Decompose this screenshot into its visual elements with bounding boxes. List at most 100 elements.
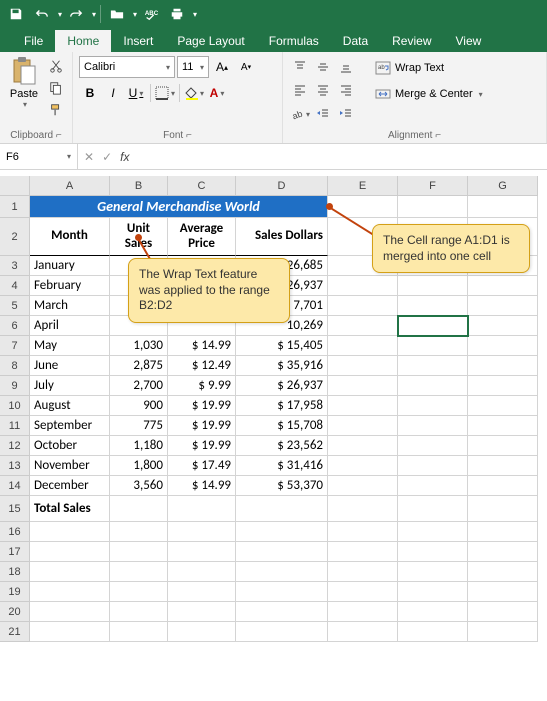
cell[interactable]: 3,560 <box>110 476 168 496</box>
row-header-8[interactable]: 8 <box>0 356 30 376</box>
cell[interactable] <box>110 522 168 542</box>
cell[interactable] <box>468 316 538 336</box>
cell[interactable]: 1,800 <box>110 456 168 476</box>
cell[interactable] <box>328 396 398 416</box>
cell[interactable]: $ 17,958 <box>236 396 328 416</box>
bold-button[interactable]: B <box>79 82 101 104</box>
cell[interactable]: Total Sales <box>30 496 110 522</box>
italic-button[interactable]: I <box>102 82 124 104</box>
cell[interactable] <box>110 562 168 582</box>
paste-button[interactable]: Paste ▾ <box>6 56 42 120</box>
row-header-7[interactable]: 7 <box>0 336 30 356</box>
cell[interactable] <box>468 396 538 416</box>
decrease-indent-icon[interactable] <box>312 103 334 125</box>
cell[interactable]: July <box>30 376 110 396</box>
underline-button[interactable]: U▾ <box>125 82 147 104</box>
borders-icon[interactable]: ▾ <box>154 82 176 104</box>
col-header-F[interactable]: F <box>398 176 468 196</box>
cell[interactable] <box>110 622 168 642</box>
quickprint-icon[interactable] <box>165 2 189 26</box>
row-header-15[interactable]: 15 <box>0 496 30 522</box>
increase-font-icon[interactable]: A▴ <box>211 56 233 78</box>
tab-pagelayout[interactable]: Page Layout <box>165 30 256 52</box>
cell[interactable] <box>236 496 328 522</box>
cell[interactable]: September <box>30 416 110 436</box>
cell[interactable] <box>398 196 468 218</box>
cell[interactable] <box>468 196 538 218</box>
cell[interactable] <box>398 436 468 456</box>
cell[interactable] <box>468 436 538 456</box>
cell[interactable] <box>168 562 236 582</box>
cell[interactable]: $ 53,370 <box>236 476 328 496</box>
cell[interactable]: Sales Dollars <box>236 218 328 256</box>
cell[interactable]: $ 23,562 <box>236 436 328 456</box>
cell[interactable] <box>110 496 168 522</box>
enter-formula-icon[interactable]: ✓ <box>102 150 112 164</box>
cell[interactable] <box>468 582 538 602</box>
merge-center-button[interactable]: Merge & Center▾ <box>369 82 489 106</box>
cut-icon[interactable] <box>46 56 66 76</box>
cell[interactable]: Average Price <box>168 218 236 256</box>
align-center-icon[interactable] <box>312 79 334 101</box>
cell[interactable]: December <box>30 476 110 496</box>
cell[interactable]: June <box>30 356 110 376</box>
cell[interactable] <box>398 416 468 436</box>
row-header-3[interactable]: 3 <box>0 256 30 276</box>
cell[interactable] <box>30 562 110 582</box>
cell[interactable] <box>468 622 538 642</box>
tab-file[interactable]: File <box>12 30 55 52</box>
format-painter-icon[interactable] <box>46 100 66 120</box>
cell[interactable] <box>398 582 468 602</box>
row-header-16[interactable]: 16 <box>0 522 30 542</box>
cell[interactable]: $ 31,416 <box>236 456 328 476</box>
font-name-select[interactable]: Calibri▾ <box>79 56 175 78</box>
cell[interactable]: $ 26,937 <box>236 376 328 396</box>
cell[interactable]: February <box>30 276 110 296</box>
align-top-icon[interactable] <box>289 56 311 78</box>
cell[interactable] <box>468 602 538 622</box>
tab-view[interactable]: View <box>444 30 494 52</box>
cell[interactable] <box>468 522 538 542</box>
cell[interactable] <box>328 416 398 436</box>
cell[interactable]: May <box>30 336 110 356</box>
font-color-icon[interactable]: A▾ <box>206 82 228 104</box>
col-header-A[interactable]: A <box>30 176 110 196</box>
cell[interactable] <box>168 522 236 542</box>
row-header-1[interactable]: 1 <box>0 196 30 218</box>
cell[interactable] <box>168 542 236 562</box>
cell[interactable] <box>398 542 468 562</box>
fill-color-icon[interactable]: ▾ <box>183 82 205 104</box>
cell[interactable]: $ 14.99 <box>168 336 236 356</box>
cell[interactable] <box>468 416 538 436</box>
cell[interactable] <box>328 316 398 336</box>
cell[interactable] <box>398 476 468 496</box>
cell[interactable] <box>328 196 398 218</box>
tab-home[interactable]: Home <box>55 30 111 52</box>
cell[interactable] <box>328 542 398 562</box>
cell[interactable]: $ 35,916 <box>236 356 328 376</box>
cell[interactable] <box>398 396 468 416</box>
col-header-C[interactable]: C <box>168 176 236 196</box>
align-right-icon[interactable] <box>335 79 357 101</box>
cell[interactable]: $ 19.99 <box>168 436 236 456</box>
col-header-G[interactable]: G <box>468 176 538 196</box>
cell[interactable] <box>328 562 398 582</box>
cell[interactable] <box>110 542 168 562</box>
cell[interactable] <box>398 376 468 396</box>
cell[interactable] <box>168 496 236 522</box>
cell[interactable]: 1,030 <box>110 336 168 356</box>
cell[interactable] <box>236 582 328 602</box>
cell[interactable] <box>236 522 328 542</box>
spellcheck-icon[interactable]: ABC <box>139 2 163 26</box>
row-header-11[interactable]: 11 <box>0 416 30 436</box>
cell[interactable] <box>168 602 236 622</box>
cell[interactable]: $ 15,708 <box>236 416 328 436</box>
cell[interactable]: $ 15,405 <box>236 336 328 356</box>
cell[interactable]: March <box>30 296 110 316</box>
cell[interactable] <box>328 436 398 456</box>
tab-insert[interactable]: Insert <box>111 30 165 52</box>
cell[interactable]: $ 19.99 <box>168 416 236 436</box>
cell[interactable] <box>398 602 468 622</box>
cell[interactable] <box>468 496 538 522</box>
cell[interactable] <box>328 602 398 622</box>
